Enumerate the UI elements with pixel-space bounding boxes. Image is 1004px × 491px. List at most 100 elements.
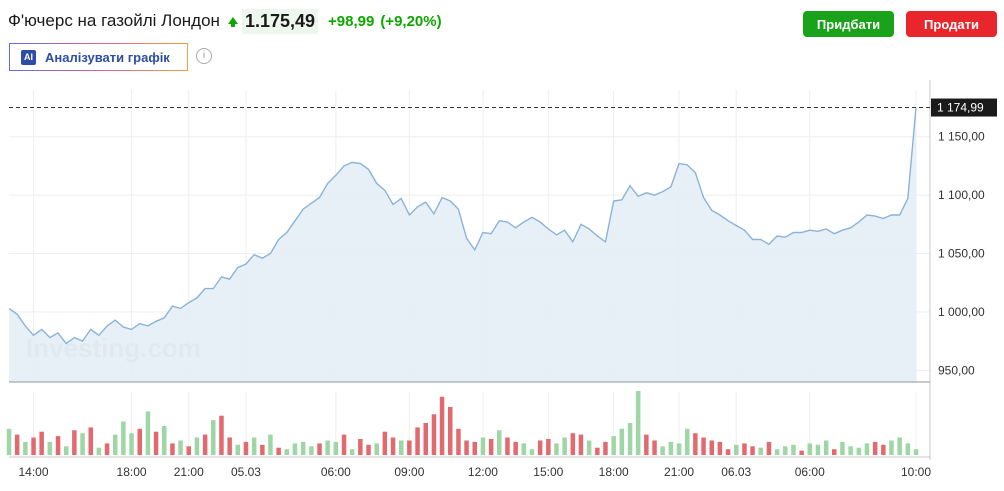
volume-bar — [603, 441, 608, 455]
y-tick-label: 1 150,00 — [938, 130, 985, 144]
buy-button[interactable]: Придбати — [803, 11, 894, 37]
volume-bar — [554, 443, 559, 455]
volume-bar — [611, 436, 616, 455]
volume-bar — [456, 428, 461, 455]
volume-bar — [815, 444, 821, 455]
x-tick-label: 06:00 — [321, 465, 351, 479]
volume-bar — [178, 440, 183, 455]
x-tick-label: 21:00 — [174, 465, 204, 479]
volume-bar — [472, 441, 477, 455]
volume-bar — [39, 431, 44, 455]
volume-bar — [309, 446, 314, 455]
volume-bar — [341, 434, 347, 455]
volume-bar — [832, 449, 837, 455]
volume-bar — [717, 441, 723, 455]
volume-bar — [14, 434, 20, 455]
volume-bar — [55, 436, 61, 455]
volume-bar — [194, 437, 200, 455]
volume-bar — [202, 434, 208, 455]
volume-bar — [325, 440, 330, 455]
volume-bar — [627, 423, 633, 455]
volume-bar — [750, 446, 755, 455]
volume-bar — [734, 444, 739, 455]
volume-bar — [823, 440, 829, 455]
volume-bar — [897, 437, 902, 455]
volume-bar — [783, 446, 788, 455]
volume-bar — [766, 441, 772, 455]
analyze-chart-label: Аналізувати графік — [45, 49, 170, 65]
x-tick-label: 09:00 — [394, 465, 424, 479]
volume-bar — [488, 439, 494, 455]
volume-bar — [644, 434, 649, 455]
volume-bar — [268, 434, 273, 455]
volume-bar — [791, 444, 796, 455]
y-tick-label: 1 100,00 — [938, 188, 985, 202]
ai-icon: AI — [21, 49, 36, 65]
volume-bar — [121, 421, 126, 455]
volume-bar — [537, 440, 543, 455]
volume-bar — [366, 444, 371, 455]
x-tick-label: 14:00 — [18, 465, 48, 479]
last-price-tag — [931, 98, 997, 117]
volume-bar — [570, 433, 576, 455]
price-change-percent: (+9,20%) — [380, 12, 442, 30]
instrument-header: Ф'ючерс на газойлі Лондон 1.175,49 +98,9… — [8, 6, 442, 36]
volume-bar — [31, 437, 36, 455]
volume-bar — [113, 434, 118, 455]
volume-bar — [6, 428, 12, 455]
x-tick-label: 05.03 — [231, 465, 261, 479]
volume-bar — [586, 440, 592, 455]
volume-bar — [881, 444, 886, 455]
x-tick-label: 15:00 — [533, 465, 563, 479]
volume-bar — [72, 430, 77, 455]
volume-bar — [260, 444, 265, 455]
volume-bar — [251, 437, 257, 455]
volume-bar — [619, 428, 625, 455]
volume-bar — [725, 449, 731, 455]
volume-bar — [292, 443, 298, 455]
volume-bar — [742, 443, 747, 455]
volume-bar — [856, 447, 862, 455]
info-icon[interactable]: i — [196, 48, 212, 64]
volume-bar — [578, 434, 584, 455]
volume-bar — [284, 449, 290, 455]
volume-bar — [300, 441, 306, 455]
volume-bar — [913, 449, 919, 455]
volume-bar — [64, 446, 69, 455]
volume-bar — [652, 440, 657, 455]
y-tick-label: 1 050,00 — [938, 247, 985, 261]
last-price-label: 1 174,99 — [937, 101, 984, 115]
volume-bar — [521, 443, 526, 455]
volume-bar — [693, 433, 698, 455]
volume-bar — [390, 437, 396, 455]
volume-bar — [423, 423, 428, 455]
volume-bar — [137, 428, 142, 455]
volume-bar — [349, 449, 355, 455]
volume-bar — [358, 439, 363, 455]
analyze-chart-button[interactable]: AI Аналізувати графік — [9, 43, 188, 71]
volume-bar — [807, 443, 812, 455]
volume-bar — [774, 449, 780, 455]
volume-bar — [407, 440, 412, 455]
volume-bar — [431, 414, 437, 455]
volume-bar — [80, 433, 85, 455]
price-change: +98,99 — [328, 12, 375, 30]
volume-bar — [513, 441, 518, 455]
x-tick-label: 21:00 — [664, 465, 694, 479]
volume-bar — [333, 441, 339, 455]
volume-bar — [415, 427, 420, 455]
x-tick-label: 18:00 — [117, 465, 147, 479]
volume-bar — [374, 443, 379, 455]
volume-bar — [104, 443, 110, 455]
volume-bar — [635, 391, 641, 455]
volume-bar — [497, 430, 502, 455]
volume-bar — [186, 446, 191, 455]
volume-bar — [235, 444, 240, 455]
volume-bar — [129, 433, 134, 455]
volume-bar — [480, 437, 486, 455]
sell-button[interactable]: Продати — [906, 11, 997, 37]
volume-bar — [23, 441, 28, 455]
volume-bar — [505, 437, 510, 455]
volume-bar — [88, 427, 93, 455]
